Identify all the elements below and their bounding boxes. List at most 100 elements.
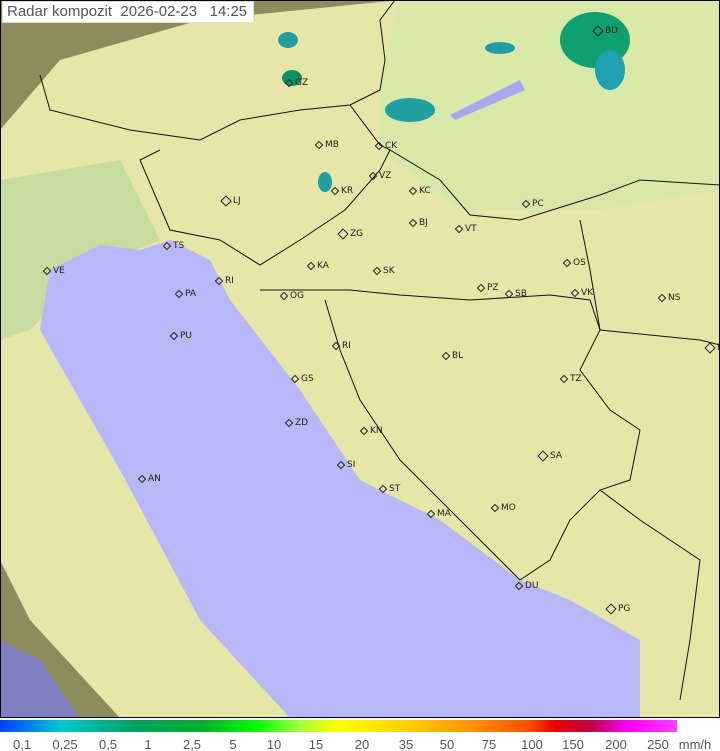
city-label: GZ <box>295 78 309 88</box>
city-marker: VE <box>42 266 65 276</box>
city-label: KN <box>370 426 383 436</box>
city-label: KC <box>419 186 431 196</box>
lake-balaton <box>450 80 525 120</box>
legend-tick: 250 <box>647 737 669 751</box>
map-title: Radar kompozit 2026-02-23 14:25 <box>2 1 255 23</box>
legend-tick: 100 <box>521 737 543 751</box>
legend-tick: 50 <box>439 737 455 751</box>
city-marker: MB <box>314 140 339 150</box>
diamond-icon <box>279 291 289 300</box>
diamond-icon <box>169 331 179 340</box>
city-marker: PA <box>174 289 197 299</box>
city-marker: KR <box>330 186 353 196</box>
diamond-icon <box>514 581 524 590</box>
diamond-icon <box>314 140 324 149</box>
city-label: TS <box>173 241 185 251</box>
pannonian-plain <box>380 0 720 210</box>
city-label: PA <box>185 289 197 299</box>
city-marker: PU <box>169 331 192 341</box>
city-marker: TZ <box>559 374 582 384</box>
city-label: ZD <box>295 418 309 428</box>
city-marker: VK <box>570 288 594 298</box>
city-marker: SA <box>537 449 563 462</box>
legend-tick: 75 <box>481 737 497 751</box>
city-label: RI <box>225 276 234 286</box>
city-label: SI <box>347 460 356 470</box>
city-label: SA <box>550 451 563 461</box>
city-marker: SB <box>504 289 527 299</box>
diamond-icon <box>359 426 369 435</box>
diamond-icon <box>476 283 486 292</box>
diamond-icon <box>290 374 300 383</box>
city-label: PC <box>532 199 544 209</box>
city-label: BJ <box>419 218 428 228</box>
legend-tick: 0,25 <box>52 737 78 751</box>
legend-tick: 0,1 <box>12 737 32 751</box>
city-label: SB <box>515 289 527 299</box>
diamond-icon <box>337 227 349 240</box>
city-marker: KN <box>359 426 383 436</box>
diamond-icon <box>162 241 172 250</box>
city-label: BG <box>717 343 720 353</box>
legend-tick: 35 <box>398 737 414 751</box>
city-label: RI <box>342 341 351 351</box>
po-plain <box>0 160 160 340</box>
city-marker: GS <box>290 374 314 384</box>
diamond-icon <box>214 276 224 285</box>
tyrrhenian-sea <box>0 640 80 718</box>
city-label: VK <box>581 288 594 298</box>
adriatic-sea <box>40 240 640 718</box>
city-marker: VT <box>454 224 477 234</box>
city-marker: MA <box>426 509 451 519</box>
city-label: BD <box>605 26 619 36</box>
city-label: AN <box>148 474 161 484</box>
diamond-icon <box>657 293 667 302</box>
city-label: PZ <box>487 283 499 293</box>
city-marker: NS <box>657 293 681 303</box>
city-marker: BL <box>441 351 464 361</box>
city-marker: ST <box>378 484 401 494</box>
diamond-icon <box>490 503 500 512</box>
diamond-icon <box>408 218 418 227</box>
city-marker: ZD <box>284 418 309 428</box>
legend-tick: 1 <box>144 737 152 751</box>
city-marker: PG <box>605 602 631 615</box>
city-marker: OS <box>562 258 586 268</box>
city-label: LJ <box>233 196 241 206</box>
city-marker: GZ <box>284 78 309 88</box>
city-label: BL <box>452 351 464 361</box>
city-label: ZG <box>350 229 364 239</box>
diamond-icon <box>605 602 617 615</box>
city-label: OG <box>290 291 305 301</box>
city-label: SK <box>383 266 395 276</box>
city-label: PG <box>618 604 631 614</box>
city-label: CK <box>385 141 398 151</box>
legend-unit: mm/h <box>678 737 712 751</box>
diamond-icon <box>537 449 549 462</box>
city-marker: BJ <box>408 218 428 228</box>
diamond-icon <box>368 171 378 180</box>
diamond-icon <box>504 289 514 298</box>
precipitation-legend: 0,1 0,25 0,5 1 2,5 5 10 15 20 35 50 75 100 150 200 250 … <box>0 718 720 751</box>
city-marker: RI <box>214 276 234 286</box>
city-label: DU <box>525 581 539 591</box>
diamond-icon <box>331 341 341 350</box>
city-marker: CK <box>374 141 398 151</box>
city-label: NS <box>668 293 681 303</box>
diamond-icon <box>220 194 232 207</box>
city-label: VT <box>465 224 477 234</box>
diamond-icon <box>521 199 531 208</box>
diamond-icon <box>441 351 451 360</box>
legend-tick: 5 <box>229 737 237 751</box>
diamond-icon <box>378 484 388 493</box>
city-label: MO <box>501 503 516 513</box>
city-marker: PC <box>521 199 544 209</box>
city-label: ST <box>389 484 401 494</box>
legend-tick: 2,5 <box>182 737 202 751</box>
city-label: KA <box>317 261 329 271</box>
city-label: TZ <box>570 374 582 384</box>
legend-tick: 10 <box>266 737 282 751</box>
city-marker: KC <box>408 186 431 196</box>
diamond-icon <box>284 78 294 87</box>
city-label: VE <box>53 266 65 276</box>
